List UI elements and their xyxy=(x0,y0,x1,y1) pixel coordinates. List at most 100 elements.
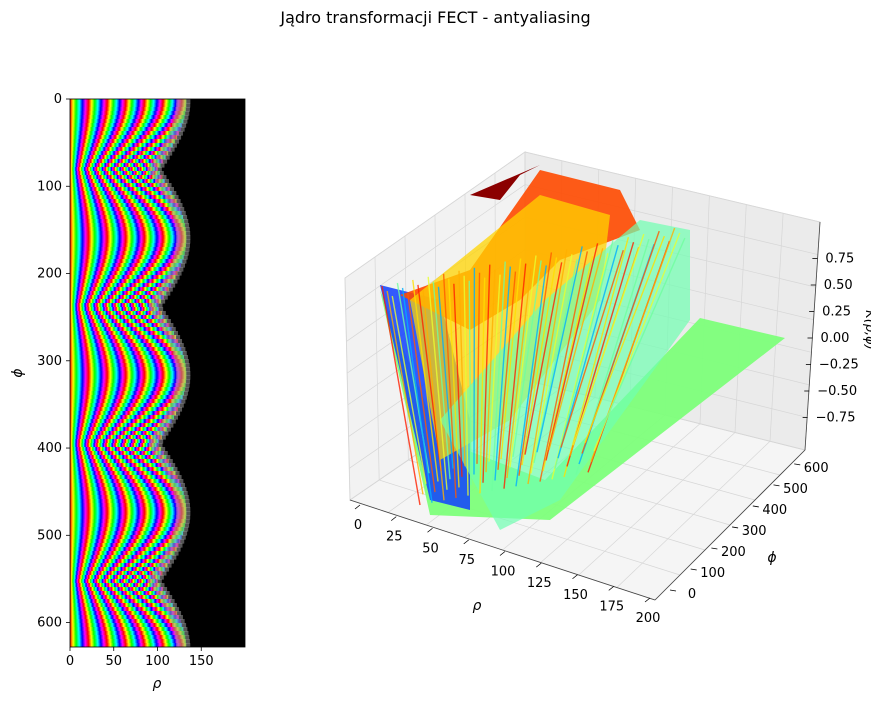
heatmap-row-fade xyxy=(158,151,173,156)
heatmap-row-fade xyxy=(168,615,183,620)
heatmap-row xyxy=(70,547,177,552)
surface-z-ticks: −0.75 −0.50 −0.25 0.00 0.25 0.50 0.75 xyxy=(802,221,859,451)
heatmap-row-fade xyxy=(151,435,166,440)
heatmap-row xyxy=(70,175,163,180)
figure-title: Jądro transformacji FECT - antyaliasing xyxy=(280,8,591,27)
surface-stripe xyxy=(401,287,433,503)
heatmap-row xyxy=(70,539,181,544)
surface-stripe xyxy=(381,285,421,506)
heatmap-row xyxy=(70,231,187,236)
heatmap-row-fade xyxy=(164,195,179,200)
surface-x-tick xyxy=(608,586,614,591)
surface-stripe xyxy=(468,280,472,486)
heatmap-y-ticks: 0 100 200 300 400 500 600 xyxy=(37,92,70,631)
heatmap-row-fade xyxy=(160,599,175,604)
heatmap-row-fade xyxy=(158,459,173,464)
heatmap-row xyxy=(70,219,185,224)
grid-line xyxy=(769,213,784,442)
heatmap-row-fade xyxy=(165,471,180,476)
heatmap-row xyxy=(70,135,178,140)
heatmap-row-fade xyxy=(176,375,191,380)
surface-y-tick xyxy=(711,547,718,550)
heatmap-row-fade xyxy=(171,535,186,540)
heatmap-row-fade xyxy=(171,211,186,216)
heatmap-row-fade xyxy=(167,135,182,140)
heatmap-row xyxy=(70,575,160,580)
surface-x-tick xyxy=(391,516,397,521)
heatmap-row xyxy=(70,239,187,244)
surface-stripe xyxy=(432,281,451,480)
heatmap-row xyxy=(70,599,171,604)
heatmap-row-fade xyxy=(172,123,187,128)
heatmap-row-fade xyxy=(150,163,165,168)
heatmap-row xyxy=(70,347,182,352)
heatmap-row-fade xyxy=(163,331,178,336)
heatmap-row-fade xyxy=(171,399,186,404)
heatmap-x-tick-label: 150 xyxy=(189,654,214,669)
heatmap-row-fade xyxy=(149,439,164,444)
heatmap-row-fade xyxy=(172,395,187,400)
surface-stripe xyxy=(584,235,665,444)
heatmap-row-fade xyxy=(156,319,171,324)
surface-x-tick-label: 175 xyxy=(599,599,624,614)
heatmap-row-fade xyxy=(170,127,185,132)
heatmap-row xyxy=(70,571,163,576)
surface-stripe xyxy=(437,286,454,469)
heatmap-row xyxy=(70,463,172,468)
heatmap-x-ticks: 0 50 100 150 xyxy=(66,647,214,669)
heatmap-row-fade xyxy=(163,467,178,472)
surface-stripe xyxy=(506,268,532,479)
heatmap-row-fade xyxy=(168,131,183,136)
heatmap-row-fade xyxy=(151,311,166,316)
heatmap-row-fade xyxy=(163,415,178,420)
heatmap-row xyxy=(70,131,179,136)
heatmap-row xyxy=(70,435,162,440)
surface-stripe xyxy=(560,250,624,448)
heatmap-row-fade xyxy=(154,315,169,320)
surface-stripe xyxy=(494,266,512,481)
heatmap-row-fade xyxy=(175,635,190,640)
surface-y-tick-label: 100 xyxy=(700,566,725,581)
surface-stripe xyxy=(548,248,604,451)
heatmap-row-fade xyxy=(167,271,182,276)
heatmap-row-fade xyxy=(156,291,171,296)
heatmap-row-fade xyxy=(161,283,176,288)
surface-y-tick xyxy=(794,463,801,466)
heatmap-row-fade xyxy=(166,199,181,204)
heatmap-row xyxy=(70,595,169,600)
surface-stripe xyxy=(453,283,463,477)
heatmap-row-fade xyxy=(175,363,190,368)
heatmap-row xyxy=(70,411,177,416)
heatmap-row-fade xyxy=(158,287,173,292)
heatmap-y-tick-label: 500 xyxy=(37,528,62,543)
heatmap-row-fade xyxy=(173,491,188,496)
heatmap-row-fade xyxy=(175,107,190,112)
surface-y-tick-label: 500 xyxy=(783,482,808,497)
surface-stripe xyxy=(427,276,448,490)
heatmap-row-fade xyxy=(174,631,189,636)
heatmap-row xyxy=(70,103,187,108)
heatmap-row-fade xyxy=(155,179,170,184)
surface-stripe xyxy=(417,284,442,472)
heatmap-row-fade xyxy=(150,583,165,588)
surface-stripe xyxy=(386,290,424,495)
surface-stripe xyxy=(500,258,522,460)
heatmap-row xyxy=(70,603,173,608)
heatmap-row xyxy=(70,207,181,212)
surface-stripe xyxy=(497,271,517,470)
surface-y-tick-label: 400 xyxy=(762,503,787,518)
heatmap-row-fade xyxy=(163,279,178,284)
surface-stripe xyxy=(533,259,578,463)
heatmap-row-fade xyxy=(155,155,170,160)
heatmap-row-fade xyxy=(175,499,190,504)
heatmap-row-fade xyxy=(151,447,166,452)
heatmap-row xyxy=(70,215,184,220)
heatmap-row xyxy=(70,535,182,540)
heatmap-row xyxy=(70,179,166,184)
heatmap-y-tick-label: 200 xyxy=(37,267,62,282)
surface-stripe xyxy=(422,289,445,501)
heatmap-row-fade xyxy=(175,383,190,388)
heatmap-row xyxy=(70,447,162,452)
heatmap-row-fade xyxy=(148,443,163,448)
grid-line xyxy=(344,277,351,501)
